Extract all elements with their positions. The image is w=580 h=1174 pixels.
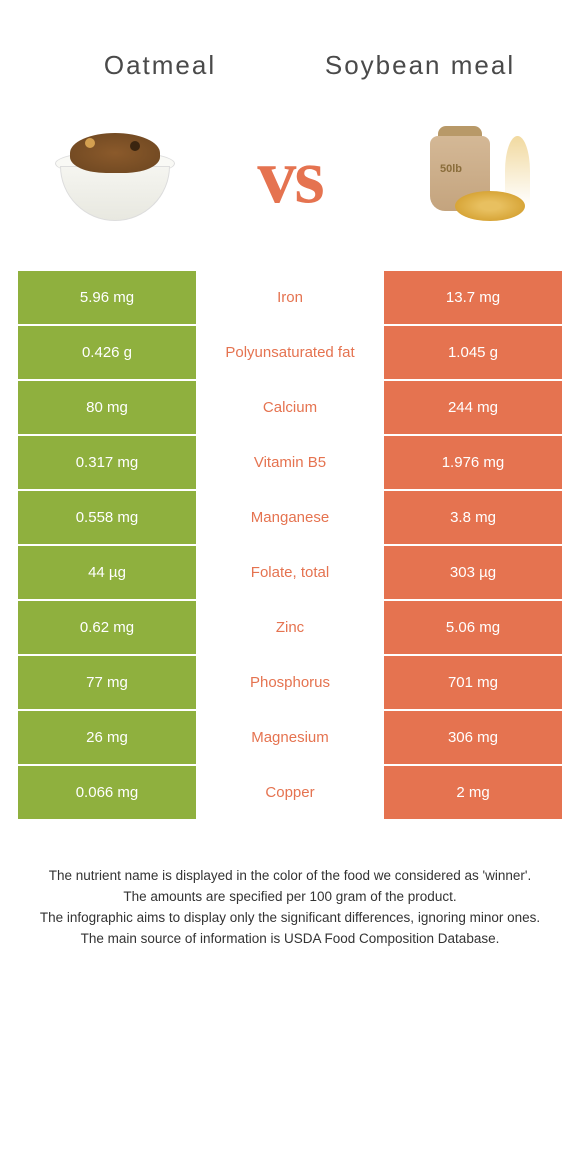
nutrient-label: Calcium: [196, 381, 384, 434]
nutrient-label: Zinc: [196, 601, 384, 654]
right-value: 701 mg: [384, 656, 562, 709]
left-value: 0.426 g: [18, 326, 196, 379]
footer-line: The main source of information is USDA F…: [30, 929, 550, 950]
nutrient-label: Iron: [196, 271, 384, 324]
table-row: 0.558 mgManganese3.8 mg: [18, 491, 562, 544]
left-value: 44 µg: [18, 546, 196, 599]
soybean-image: 50lb: [390, 116, 540, 236]
table-row: 0.066 mgCopper2 mg: [18, 766, 562, 819]
left-value: 0.558 mg: [18, 491, 196, 544]
image-row: vs 50lb: [0, 101, 580, 271]
left-value: 5.96 mg: [18, 271, 196, 324]
right-value: 303 µg: [384, 546, 562, 599]
right-food-title: Soybean meal: [320, 50, 520, 81]
table-row: 5.96 mgIron13.7 mg: [18, 271, 562, 324]
left-value: 77 mg: [18, 656, 196, 709]
nutrient-label: Polyunsaturated fat: [196, 326, 384, 379]
table-row: 0.426 gPolyunsaturated fat1.045 g: [18, 326, 562, 379]
left-value: 26 mg: [18, 711, 196, 764]
left-value: 0.62 mg: [18, 601, 196, 654]
table-row: 0.317 mgVitamin B51.976 mg: [18, 436, 562, 489]
table-row: 77 mgPhosphorus701 mg: [18, 656, 562, 709]
right-value: 5.06 mg: [384, 601, 562, 654]
nutrient-label: Copper: [196, 766, 384, 819]
right-value: 2 mg: [384, 766, 562, 819]
nutrient-label: Magnesium: [196, 711, 384, 764]
footer-line: The nutrient name is displayed in the co…: [30, 866, 550, 887]
footer-line: The amounts are specified per 100 gram o…: [30, 887, 550, 908]
table-row: 80 mgCalcium244 mg: [18, 381, 562, 434]
vs-label: vs: [257, 131, 322, 221]
footer-notes: The nutrient name is displayed in the co…: [0, 821, 580, 950]
nutrient-label: Manganese: [196, 491, 384, 544]
left-value: 0.066 mg: [18, 766, 196, 819]
right-value: 13.7 mg: [384, 271, 562, 324]
nutrient-label: Folate, total: [196, 546, 384, 599]
right-value: 3.8 mg: [384, 491, 562, 544]
left-food-title: Oatmeal: [60, 50, 260, 81]
header: Oatmeal Soybean meal: [0, 0, 580, 101]
footer-line: The infographic aims to display only the…: [30, 908, 550, 929]
comparison-table: 5.96 mgIron13.7 mg0.426 gPolyunsaturated…: [0, 271, 580, 819]
oatmeal-image: [40, 116, 190, 236]
nutrient-label: Vitamin B5: [196, 436, 384, 489]
table-row: 0.62 mgZinc5.06 mg: [18, 601, 562, 654]
left-value: 0.317 mg: [18, 436, 196, 489]
sack-label: 50lb: [440, 163, 462, 175]
table-row: 26 mgMagnesium306 mg: [18, 711, 562, 764]
right-value: 1.976 mg: [384, 436, 562, 489]
right-value: 306 mg: [384, 711, 562, 764]
left-value: 80 mg: [18, 381, 196, 434]
table-row: 44 µgFolate, total303 µg: [18, 546, 562, 599]
nutrient-label: Phosphorus: [196, 656, 384, 709]
right-value: 1.045 g: [384, 326, 562, 379]
right-value: 244 mg: [384, 381, 562, 434]
